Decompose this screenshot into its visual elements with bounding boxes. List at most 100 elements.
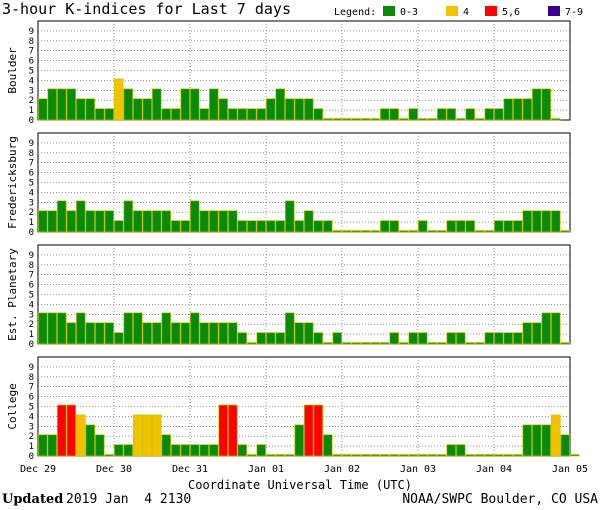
y-tick-label: 2 <box>29 320 34 330</box>
k-bar <box>408 230 419 233</box>
station-label: Est. Planetary <box>6 248 19 341</box>
k-bar <box>465 454 476 457</box>
y-tick-label: 6 <box>29 57 34 67</box>
k-bar <box>256 444 267 457</box>
k-bar <box>275 454 286 457</box>
k-bar <box>123 200 134 233</box>
k-bar <box>351 342 362 345</box>
k-bar <box>465 342 476 345</box>
y-tick-label: 3 <box>29 198 34 208</box>
y-tick-label: 9 <box>29 363 34 373</box>
y-tick-label: 3 <box>29 86 34 96</box>
k-bar <box>37 434 48 457</box>
legend-text-4: 4 <box>463 7 469 18</box>
k-bar <box>503 454 514 457</box>
k-bar <box>560 342 571 345</box>
k-bar <box>237 220 248 233</box>
k-bar <box>322 342 333 345</box>
chart-title: 3-hour K-indices for Last 7 days <box>2 0 291 18</box>
y-tick-label: 8 <box>29 261 34 271</box>
k-bar <box>303 210 314 233</box>
k-bar <box>132 312 143 345</box>
k-bar <box>341 230 352 233</box>
k-bar <box>522 322 533 345</box>
k-bar <box>199 322 210 345</box>
k-bar <box>493 454 504 457</box>
k-bar <box>322 118 333 121</box>
k-bar <box>427 118 438 121</box>
k-bar <box>360 118 371 121</box>
y-tick-label: 7 <box>29 159 34 169</box>
k-bar <box>113 220 124 233</box>
legend-text-5-6: 5,6 <box>502 7 520 18</box>
k-bar <box>436 108 447 121</box>
k-bar <box>199 108 210 121</box>
k-bar <box>294 98 305 121</box>
k-bar <box>161 434 172 457</box>
k-bar <box>446 332 457 345</box>
k-bar <box>512 454 523 457</box>
k-bar <box>370 230 381 233</box>
k-bar <box>303 98 314 121</box>
k-bar <box>208 210 219 233</box>
k-bar <box>427 230 438 233</box>
k-bar <box>446 108 457 121</box>
k-bar <box>332 118 343 121</box>
k-bar <box>522 210 533 233</box>
y-tick-label: 1 <box>29 330 34 340</box>
k-bar <box>265 454 276 457</box>
k-bar <box>474 118 485 121</box>
k-bar <box>66 404 77 457</box>
legend-swatch-5-6 <box>485 6 497 16</box>
k-bar <box>417 332 428 345</box>
k-bar <box>208 88 219 121</box>
k-bar <box>265 98 276 121</box>
y-tick-label: 4 <box>29 300 34 310</box>
k-bar <box>322 220 333 233</box>
k-bar <box>389 332 400 345</box>
k-bar <box>37 210 48 233</box>
k-bar <box>275 88 286 121</box>
k-bar <box>47 88 58 121</box>
k-bar <box>180 444 191 457</box>
k-bar <box>379 454 390 457</box>
k-bar <box>351 454 362 457</box>
y-tick-label: 1 <box>29 442 34 452</box>
k-bar <box>484 108 495 121</box>
y-tick-label: 6 <box>29 281 34 291</box>
k-bar <box>446 220 457 233</box>
station-label: College <box>6 383 19 429</box>
legend-swatch-7-9 <box>548 6 560 16</box>
k-bar <box>189 312 200 345</box>
x-tick-label: Jan 02 <box>324 464 360 475</box>
x-tick-label: Jan 01 <box>248 464 284 475</box>
k-bar <box>237 332 248 345</box>
y-tick-label: 5 <box>29 291 34 301</box>
k-bar <box>455 332 466 345</box>
k-bar <box>484 332 495 345</box>
k-bar <box>199 444 210 457</box>
k-bar <box>170 322 181 345</box>
station-label: Boulder <box>6 47 19 94</box>
k-bar <box>303 322 314 345</box>
k-bar <box>56 312 67 345</box>
k-bar <box>313 220 324 233</box>
y-tick-label: 8 <box>29 373 34 383</box>
y-tick-label: 3 <box>29 422 34 432</box>
x-tick-label: Jan 03 <box>400 464 436 475</box>
k-bar <box>56 88 67 121</box>
k-bar <box>132 210 143 233</box>
k-bar <box>256 108 267 121</box>
k-bar <box>123 88 134 121</box>
k-bar <box>142 322 153 345</box>
k-bar <box>408 108 419 121</box>
k-bar <box>398 118 409 121</box>
y-tick-label: 7 <box>29 383 34 393</box>
k-bar <box>550 210 561 233</box>
k-bar <box>113 332 124 345</box>
k-bar <box>550 312 561 345</box>
k-bar <box>294 424 305 457</box>
